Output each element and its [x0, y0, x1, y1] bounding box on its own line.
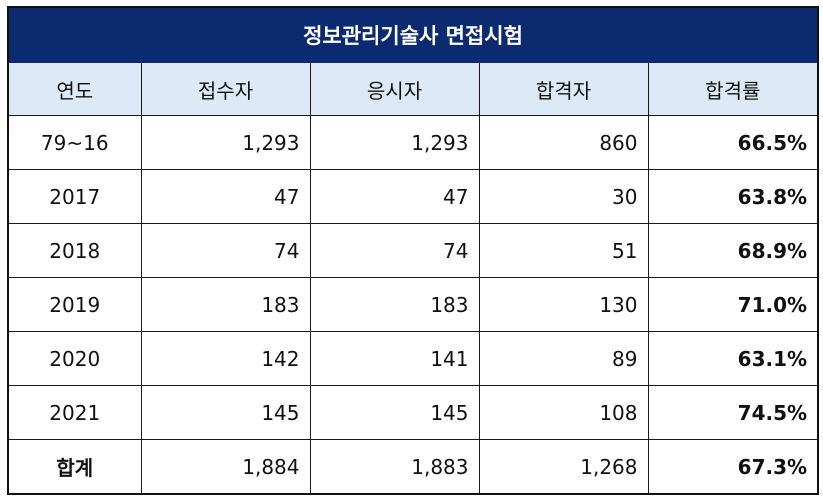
exam-results-table: 정보관리기술사 면접시험 연도 접수자 응시자 합격자 합격률 79~16 1,…: [7, 6, 820, 495]
table-row: 2020 142 141 89 63.1%: [7, 331, 819, 386]
total-applicants: 1,884: [140, 439, 311, 495]
cell-passed: 51: [478, 223, 649, 278]
cell-examinees: 145: [309, 385, 480, 440]
cell-examinees: 183: [309, 277, 480, 332]
table-row: 2018 74 74 51 68.9%: [7, 223, 819, 278]
cell-pass-rate: 68.9%: [647, 223, 819, 278]
table-row: 2017 47 47 30 63.8%: [7, 169, 819, 224]
total-examinees: 1,883: [309, 439, 480, 495]
cell-applicants: 145: [140, 385, 311, 440]
header-pass-rate: 합격률: [647, 62, 819, 116]
cell-passed: 130: [478, 277, 649, 332]
cell-passed: 860: [478, 115, 649, 170]
cell-pass-rate: 63.8%: [647, 169, 819, 224]
cell-examinees: 141: [309, 331, 480, 386]
cell-year: 2017: [7, 169, 142, 224]
header-passed: 합격자: [478, 62, 649, 116]
cell-applicants: 74: [140, 223, 311, 278]
table-row: 2021 145 145 108 74.5%: [7, 385, 819, 440]
cell-year: 2020: [7, 331, 142, 386]
cell-applicants: 183: [140, 277, 311, 332]
total-pass-rate: 67.3%: [647, 439, 819, 495]
cell-year: 2021: [7, 385, 142, 440]
cell-examinees: 74: [309, 223, 480, 278]
cell-passed: 108: [478, 385, 649, 440]
table-header-row: 연도 접수자 응시자 합격자 합격률: [7, 62, 819, 116]
cell-applicants: 1,293: [140, 115, 311, 170]
cell-passed: 89: [478, 331, 649, 386]
table-title: 정보관리기술사 면접시험: [7, 6, 819, 63]
cell-applicants: 47: [140, 169, 311, 224]
cell-pass-rate: 63.1%: [647, 331, 819, 386]
table-row: 79~16 1,293 1,293 860 66.5%: [7, 115, 819, 170]
cell-year: 79~16: [7, 115, 142, 170]
total-label: 합계: [7, 439, 142, 495]
header-year: 연도: [7, 62, 142, 116]
table-title-row: 정보관리기술사 면접시험: [7, 6, 819, 63]
cell-applicants: 142: [140, 331, 311, 386]
cell-examinees: 1,293: [309, 115, 480, 170]
total-passed: 1,268: [478, 439, 649, 495]
table-total-row: 합계 1,884 1,883 1,268 67.3%: [7, 439, 819, 495]
cell-passed: 30: [478, 169, 649, 224]
header-applicants: 접수자: [140, 62, 311, 116]
cell-examinees: 47: [309, 169, 480, 224]
table-row: 2019 183 183 130 71.0%: [7, 277, 819, 332]
cell-pass-rate: 74.5%: [647, 385, 819, 440]
cell-pass-rate: 71.0%: [647, 277, 819, 332]
cell-year: 2019: [7, 277, 142, 332]
cell-year: 2018: [7, 223, 142, 278]
header-examinees: 응시자: [309, 62, 480, 116]
cell-pass-rate: 66.5%: [647, 115, 819, 170]
exam-table-container: 정보관리기술사 면접시험 연도 접수자 응시자 합격자 합격률 79~16 1,…: [7, 6, 820, 495]
